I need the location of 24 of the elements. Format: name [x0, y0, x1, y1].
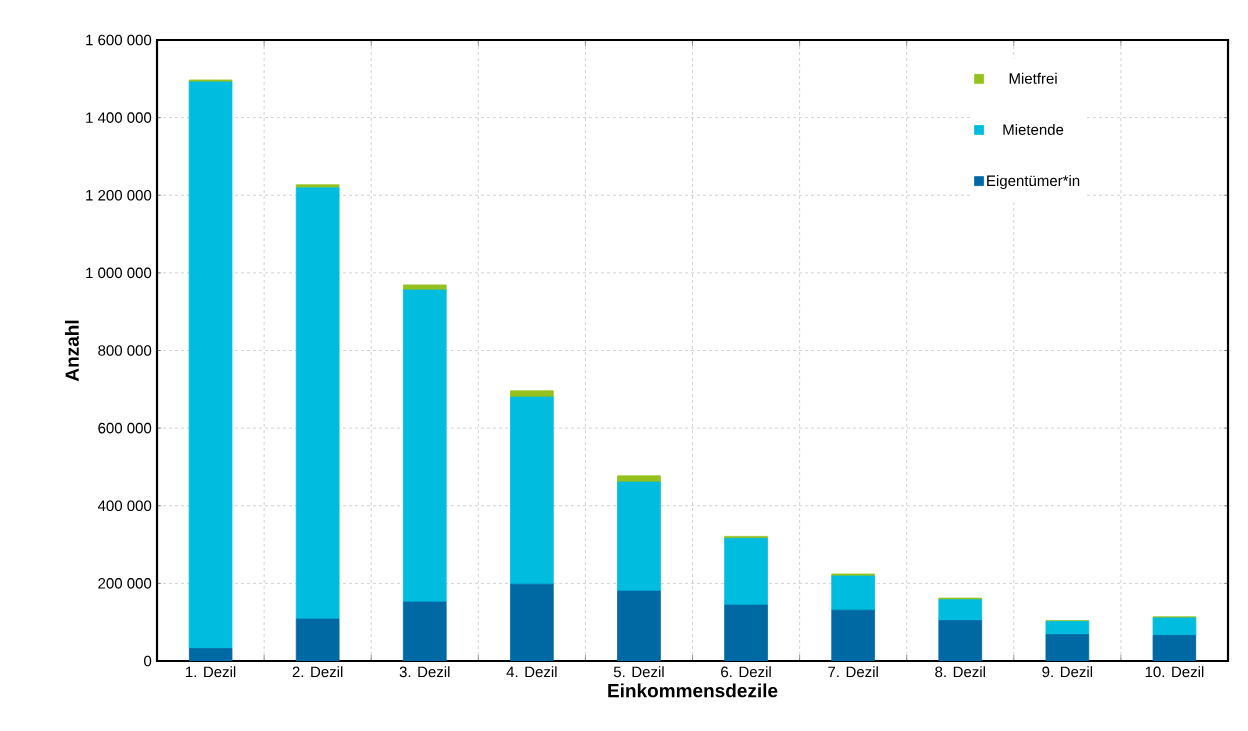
legend-label: Mietfrei — [1009, 72, 1057, 84]
x-axis-title: Einkommensdezile — [608, 683, 778, 698]
y-tick-label: 0 — [144, 655, 152, 667]
y-axis-title: Anzahl — [64, 320, 79, 382]
y-tick-label: 200 000 — [98, 578, 152, 589]
x-tick-label: 2. Dezil — [292, 666, 343, 678]
x-tick-label: 5. Dezil — [613, 666, 664, 678]
legend-label: Mietende — [1003, 123, 1064, 135]
x-tick-label: 9. Dezil — [1042, 666, 1093, 678]
x-tick-label: 8. Dezil — [935, 666, 985, 678]
y-tick-label: 1 600 000 — [86, 34, 152, 46]
y-tick-label: 600 000 — [98, 422, 152, 434]
x-tick-label: 10. Dezil — [1145, 666, 1204, 678]
y-tick-label: 1 200 000 — [86, 189, 152, 201]
y-tick-label: 1 400 000 — [86, 112, 152, 123]
x-tick-label: 4. Dezil — [506, 666, 557, 678]
y-tick-label: 400 000 — [97, 500, 152, 512]
x-tick-label: 1. Dezil — [186, 666, 236, 678]
x-tick-label: 7. Dezil — [828, 666, 878, 678]
x-tick-label: 6. Dezil — [721, 666, 771, 678]
legend-label: Eigentümer*in — [987, 175, 1080, 190]
y-tick-label: 1 000 000 — [86, 267, 152, 279]
y-tick-label: 800 000 — [98, 345, 152, 356]
x-tick-label: 3. Dezil — [399, 666, 450, 678]
